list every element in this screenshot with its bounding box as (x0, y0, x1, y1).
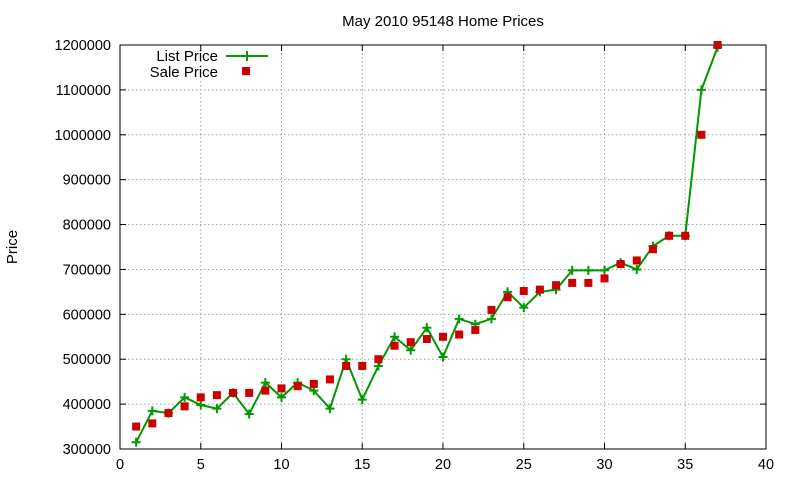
list-price-point (147, 406, 157, 416)
list-price-point (583, 265, 593, 275)
sale-price-point (439, 332, 447, 341)
sale-price-point (245, 388, 254, 397)
legend-label-list-price: List Price (156, 48, 218, 65)
list-price-point (486, 314, 496, 324)
sale-price-point (471, 326, 480, 335)
sale-price-point (665, 231, 674, 240)
x-tick-label: 20 (435, 457, 451, 473)
grid-layer (120, 45, 766, 449)
sale-price-point (180, 402, 189, 411)
sale-price-point (584, 278, 593, 287)
y-tick-label: 1200000 (55, 38, 111, 54)
sale-price-point (422, 335, 431, 344)
list-price-point (567, 265, 577, 275)
y-tick-label: 300000 (63, 442, 111, 458)
sale-price-point (552, 281, 561, 290)
sale-price-point (229, 388, 238, 397)
sale-price-point (309, 379, 318, 388)
list-price-point (454, 314, 464, 324)
x-tick-label: 10 (273, 457, 289, 473)
list-price-point (390, 332, 400, 342)
y-axis-label: Price (4, 230, 21, 264)
legend-marker-list-price (242, 51, 252, 61)
y-tick-label: 1100000 (56, 83, 111, 99)
sale-price-point (503, 293, 512, 302)
list-price-point (180, 392, 190, 402)
legend: List Price Sale Price (150, 48, 268, 81)
x-tick-label: 35 (677, 457, 693, 473)
sale-price-point (616, 260, 625, 269)
series-layer (131, 41, 723, 447)
list-price-point (277, 392, 286, 402)
sale-price-point (196, 393, 205, 402)
sale-price-point (632, 256, 641, 265)
sale-price-point (681, 231, 690, 240)
sale-price-point (390, 341, 399, 350)
x-tick-label: 15 (354, 457, 370, 473)
sale-price-point (697, 130, 706, 139)
y-tick-label: 600000 (63, 307, 111, 323)
sale-price-point (600, 274, 609, 283)
sale-price-point (132, 422, 141, 431)
y-tick-label: 900000 (63, 173, 111, 189)
list-price-point (406, 345, 416, 355)
sale-price-point (261, 386, 270, 395)
list-price-point (696, 85, 706, 95)
sale-price-point (277, 384, 286, 393)
y-tick-label: 800000 (63, 218, 111, 234)
chart-title: May 2010 95148 Home Prices (342, 13, 544, 30)
sale-price-point (358, 361, 367, 370)
list-price-point (244, 409, 254, 419)
sale-price-point (164, 409, 173, 418)
x-tick-label: 0 (116, 457, 124, 473)
sale-price-point (148, 419, 157, 428)
sale-price-point (406, 338, 415, 347)
x-tick-label: 25 (516, 457, 532, 473)
sale-price-point (713, 41, 722, 49)
y-tick-label: 500000 (63, 352, 111, 368)
list-price-point (632, 264, 642, 274)
x-tick-label: 30 (596, 457, 612, 473)
list-price-point (357, 395, 367, 405)
legend-label-sale-price: Sale Price (150, 64, 218, 81)
y-tick-label: 400000 (63, 397, 111, 413)
list-price-point (438, 352, 448, 362)
sale-price-point (648, 245, 657, 254)
list-price-point (131, 437, 141, 447)
list-price-point (600, 265, 609, 275)
sale-price-point (535, 285, 544, 294)
list-price-point (325, 404, 335, 414)
sale-price-point (455, 330, 464, 339)
sale-price-point (487, 305, 496, 314)
y-tick-label: 700000 (63, 262, 111, 278)
x-tick-label: 40 (758, 457, 774, 473)
sale-price-point (325, 375, 334, 384)
x-tick-label: 5 (197, 457, 205, 473)
list-price-point (519, 303, 529, 313)
tick-layer: 0 5 10 15 20 25 30 35 40 300000 400000 500000 600000… (55, 38, 775, 473)
list-price-point (212, 404, 222, 414)
sale-price-point (212, 391, 221, 400)
sale-price-point (519, 286, 528, 295)
y-tick-label: 1000000 (55, 128, 111, 144)
sale-price-point (568, 278, 577, 287)
sale-price-point (293, 382, 302, 391)
sale-price-point (342, 361, 351, 370)
list-price-point (422, 323, 432, 333)
legend-marker-sale-price (242, 67, 250, 75)
list-price-point (196, 400, 206, 410)
sale-price-point (374, 355, 383, 364)
list-price-point (260, 378, 270, 388)
list-price-line (135, 46, 719, 443)
